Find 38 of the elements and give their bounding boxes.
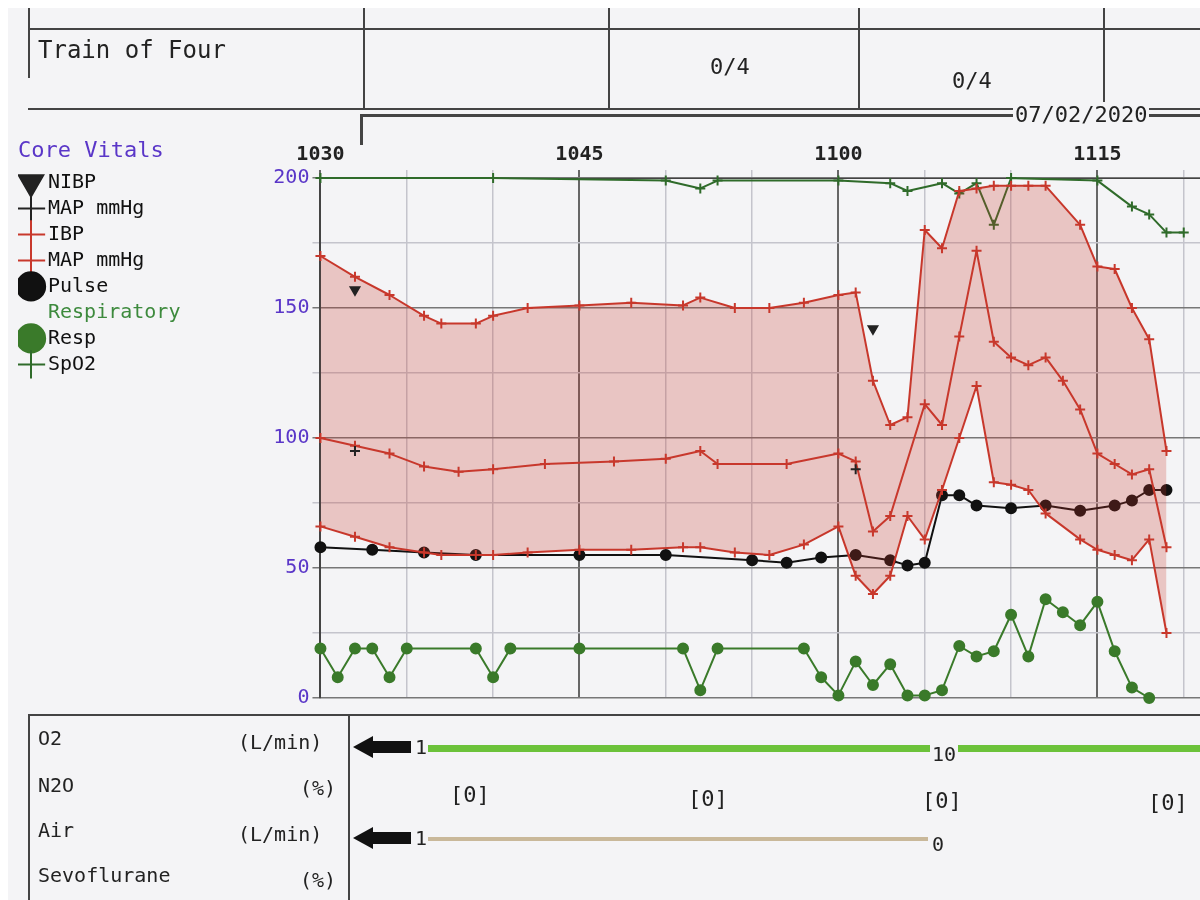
legend-label: MAP mmHg <box>48 194 145 219</box>
text: 0/4 <box>951 68 993 93</box>
legend-label: Resp <box>48 324 97 349</box>
text: N2O <box>37 773 76 797</box>
text: [0] <box>687 786 729 811</box>
legend-label: SpO2 <box>48 350 97 375</box>
text: 0 <box>930 832 947 856</box>
x-tick-label: 1100 <box>814 141 863 166</box>
legend-label: IBP <box>48 220 85 245</box>
x-tick-label: 1115 <box>1073 141 1122 166</box>
x-tick-label: 1045 <box>555 141 604 166</box>
text: 10 <box>930 742 959 766</box>
text: 1 <box>414 826 429 850</box>
y-tick-label: 100 <box>273 424 310 449</box>
text: Train of Four <box>37 36 227 64</box>
text: O2 <box>37 726 64 750</box>
y-tick-label: 150 <box>273 294 310 319</box>
text: (%) <box>299 868 338 892</box>
text: Sevoflurane <box>37 863 172 887</box>
y-tick-label: 200 <box>273 164 310 189</box>
text: (L/min) <box>237 822 324 846</box>
legend-label: NIBP <box>48 168 97 193</box>
y-tick-label: 50 <box>285 554 310 579</box>
legend-label: MAP mmHg <box>48 246 145 271</box>
y-tick-label: 0 <box>297 684 310 709</box>
legend-title: Core Vitals <box>18 136 164 162</box>
text: (%) <box>299 776 338 800</box>
legend-label: Pulse <box>48 272 109 297</box>
text: Respiratory <box>48 298 181 323</box>
text: [0] <box>921 788 963 813</box>
text: (L/min) <box>237 730 324 754</box>
text: 07/02/2020 <box>1013 102 1150 127</box>
text: [0] <box>449 782 491 807</box>
text: 1 <box>414 735 429 759</box>
x-tick-label: 1030 <box>296 141 345 166</box>
text: [0] <box>1147 790 1189 815</box>
text: Air <box>37 818 76 842</box>
text: 0/4 <box>709 54 751 79</box>
